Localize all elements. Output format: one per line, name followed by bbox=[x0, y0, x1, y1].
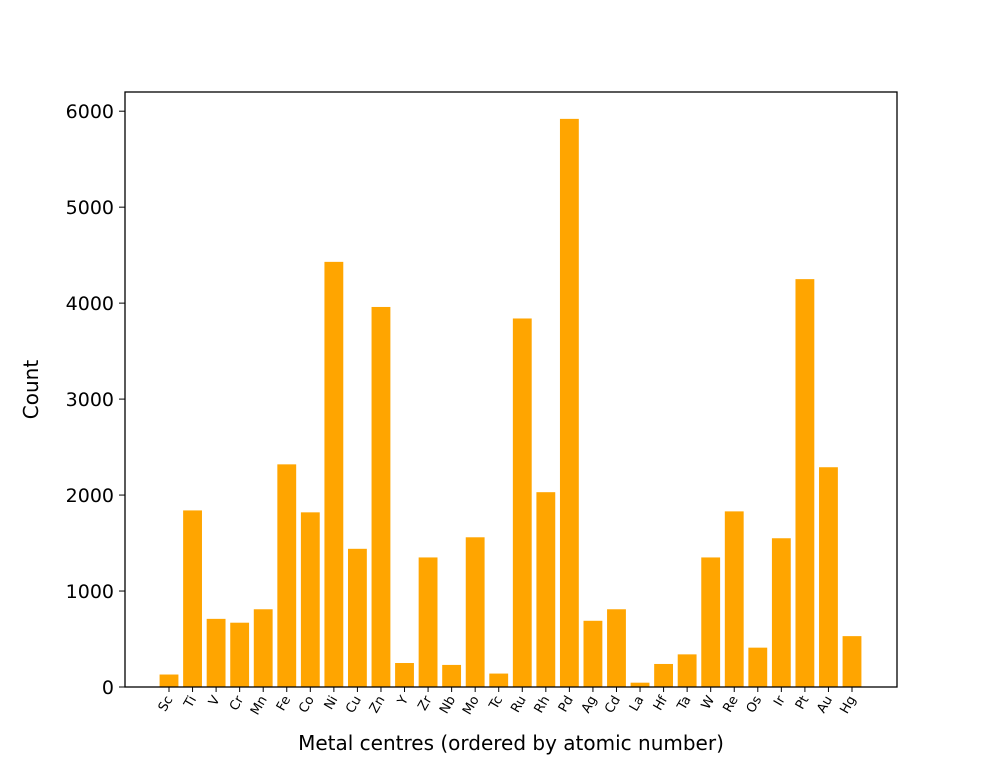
x-axis-label: Metal centres (ordered by atomic number) bbox=[298, 731, 724, 755]
bar-ni bbox=[324, 261, 344, 687]
x-tick-label: Mo bbox=[460, 693, 483, 717]
x-tick-label: Ti bbox=[181, 694, 200, 712]
x-tick-label: Ag bbox=[579, 694, 601, 716]
bar-ta bbox=[677, 654, 697, 687]
bar-au bbox=[819, 467, 838, 687]
x-tick-label: Au bbox=[814, 694, 836, 716]
x-tick-label: Cr bbox=[227, 693, 248, 714]
bar-la bbox=[630, 682, 650, 687]
y-tick-label: 6000 bbox=[66, 101, 114, 123]
bar-v bbox=[206, 618, 226, 687]
x-tick-label: Zr bbox=[415, 693, 435, 713]
bar-ru bbox=[512, 318, 532, 687]
x-tick-label: Os bbox=[744, 693, 766, 715]
bar-re bbox=[724, 511, 744, 687]
bar-zn bbox=[371, 306, 391, 687]
plot-frame bbox=[124, 91, 898, 688]
bar-pd bbox=[559, 118, 579, 687]
bar-tc bbox=[489, 673, 509, 687]
bar-rh bbox=[536, 492, 556, 687]
bar-os bbox=[748, 647, 768, 687]
x-tick-label: Tc bbox=[486, 694, 506, 714]
bar-hf bbox=[654, 663, 674, 687]
bar-sc bbox=[159, 674, 179, 687]
x-tick-label: Ir bbox=[771, 693, 789, 709]
bar-hg bbox=[842, 636, 862, 687]
x-tick-label: V bbox=[206, 693, 223, 708]
bar-ir bbox=[771, 538, 791, 687]
bar-cr bbox=[230, 622, 250, 687]
x-tick-label: Pt bbox=[793, 694, 812, 713]
x-axis-ticks: Sc Ti V Cr Mn Fe Co Ni Cu Zn Y Zr Nb Mo Tc Ru Rh Pd Ag Cd La… bbox=[156, 687, 859, 718]
y-axis-label: Count bbox=[19, 360, 43, 420]
x-tick-label: Ta bbox=[674, 694, 694, 714]
bar-co bbox=[300, 512, 320, 687]
x-tick-label: Sc bbox=[156, 694, 177, 715]
bar-cu bbox=[347, 548, 367, 687]
bar-nb bbox=[442, 664, 462, 687]
bar-w bbox=[701, 557, 721, 687]
bars-group bbox=[159, 118, 862, 687]
bar-cd bbox=[607, 609, 626, 687]
y-tick-label: 1000 bbox=[66, 581, 114, 603]
x-tick-label: Zn bbox=[367, 694, 389, 716]
x-tick-label: Ru bbox=[508, 694, 529, 716]
bar-fe bbox=[277, 464, 297, 687]
bar-mn bbox=[253, 609, 273, 687]
y-tick-label: 4000 bbox=[66, 293, 114, 315]
x-tick-label: Re bbox=[720, 694, 741, 716]
y-tick-label: 3000 bbox=[66, 389, 114, 411]
x-tick-label: Y bbox=[395, 693, 412, 708]
x-tick-label: Hf bbox=[651, 693, 671, 713]
bar-pt bbox=[795, 279, 815, 687]
x-tick-label: W bbox=[699, 693, 718, 712]
x-tick-label: Hg bbox=[837, 694, 859, 717]
x-tick-label: Mn bbox=[248, 694, 271, 718]
x-tick-label: Pd bbox=[556, 694, 577, 715]
x-tick-label: Cd bbox=[602, 694, 624, 717]
x-tick-label: Co bbox=[296, 693, 318, 715]
bar-mo bbox=[465, 537, 485, 687]
bar-zr bbox=[418, 557, 438, 687]
x-tick-label: La bbox=[627, 694, 648, 715]
y-axis-ticks: 0 1000 2000 3000 4000 5000 6000 bbox=[66, 101, 125, 699]
bar-y bbox=[395, 663, 414, 687]
y-tick-label: 5000 bbox=[66, 197, 114, 219]
x-tick-label: Rh bbox=[532, 694, 554, 716]
x-tick-label: Cu bbox=[343, 694, 365, 717]
x-tick-label: Ni bbox=[322, 694, 342, 713]
x-tick-label: Fe bbox=[274, 693, 294, 713]
bar-ag bbox=[583, 620, 603, 687]
y-tick-label: 0 bbox=[102, 677, 114, 699]
x-tick-label: Nb bbox=[437, 694, 459, 717]
bar-ti bbox=[183, 510, 202, 687]
y-tick-label: 2000 bbox=[66, 485, 114, 507]
